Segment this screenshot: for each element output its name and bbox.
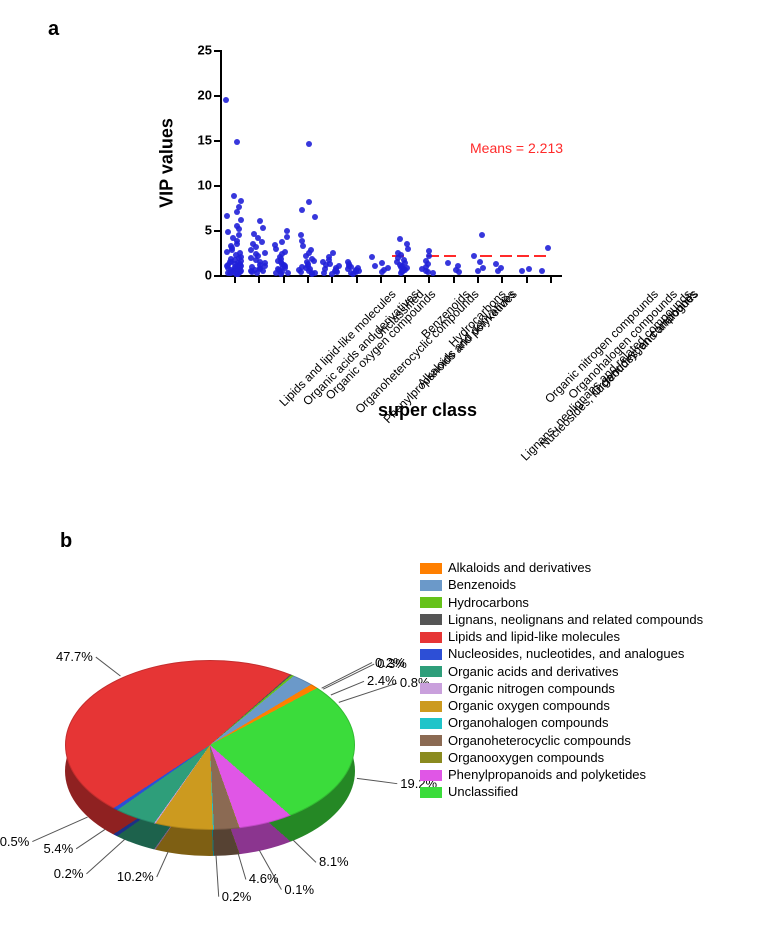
legend-item: Lipids and lipid-like molecules (420, 629, 703, 645)
pie-slice-label: 47.7% (56, 649, 93, 664)
legend-label: Unclassified (448, 784, 518, 800)
pie-slice-label: 0.2% (54, 866, 84, 881)
legend-label: Organoheterocyclic compounds (448, 733, 631, 749)
legend-item: Organic acids and derivatives (420, 664, 703, 680)
legend-label: Organic oxygen compounds (448, 698, 610, 714)
legend-swatch (420, 649, 442, 660)
legend-item: Unclassified (420, 784, 703, 800)
legend-swatch (420, 632, 442, 643)
legend-swatch (420, 666, 442, 677)
pie-slice-label: 2.4% (367, 673, 397, 688)
pie-slice-label: 5.4% (44, 841, 74, 856)
legend-swatch (420, 614, 442, 625)
legend-swatch (420, 580, 442, 591)
legend-swatch (420, 597, 442, 608)
pie-legend: Alkaloids and derivativesBenzenoids Hydro… (420, 560, 703, 802)
legend-item: Benzenoids (420, 577, 703, 593)
page-root: a VIP values 0510152025 super class Mean… (0, 0, 776, 943)
pie-outline (65, 660, 355, 830)
legend-label: Organic acids and derivatives (448, 664, 619, 680)
legend-swatch (420, 752, 442, 763)
pie-slice-label: 0.5% (0, 834, 29, 849)
legend-item: Organic oxygen compounds (420, 698, 703, 714)
legend-swatch (420, 735, 442, 746)
pie-slice-label: 0.1% (284, 882, 314, 897)
legend-item: Organooxygen compounds (420, 750, 703, 766)
legend-item: Organoheterocyclic compounds (420, 733, 703, 749)
panel-b-label: b (60, 530, 72, 553)
legend-label: Organic nitrogen compounds (448, 681, 615, 697)
pie-slice-label: 0.2% (375, 655, 405, 670)
legend-item: Phenylpropanoids and polyketides (420, 767, 703, 783)
pie-slice-label: 4.6% (249, 871, 279, 886)
legend-swatch (420, 683, 442, 694)
legend-swatch (420, 770, 442, 781)
legend-swatch (420, 563, 442, 574)
pie-slice-label: 0.2% (222, 889, 252, 904)
legend-item: Organic nitrogen compounds (420, 681, 703, 697)
legend-label: Phenylpropanoids and polyketides (448, 767, 646, 783)
legend-label: Benzenoids (448, 577, 516, 593)
legend-label: Hydrocarbons (448, 595, 529, 611)
legend-swatch (420, 718, 442, 729)
legend-label: Lignans, neolignans and related compound… (448, 612, 703, 628)
legend-item: Hydrocarbons (420, 595, 703, 611)
legend-label: Organohalogen compounds (448, 715, 608, 731)
legend-swatch (420, 701, 442, 712)
pie-slice-label: 8.1% (319, 854, 349, 869)
legend-label: Alkaloids and derivatives (448, 560, 591, 576)
legend-item: Lignans, neolignans and related compound… (420, 612, 703, 628)
pie-chart: 0.8%2.4%0.3%0.2%47.7%0.5%5.4%0.2%10.2%0.… (0, 0, 776, 400)
legend-item: Nucleosides, nucleotides, and analogues (420, 646, 703, 662)
legend-item: Organohalogen compounds (420, 715, 703, 731)
legend-label: Nucleosides, nucleotides, and analogues (448, 646, 684, 662)
legend-item: Alkaloids and derivatives (420, 560, 703, 576)
legend-swatch (420, 787, 442, 798)
pie-slice-label: 10.2% (117, 869, 154, 884)
legend-label: Organooxygen compounds (448, 750, 604, 766)
legend-label: Lipids and lipid-like molecules (448, 629, 620, 645)
